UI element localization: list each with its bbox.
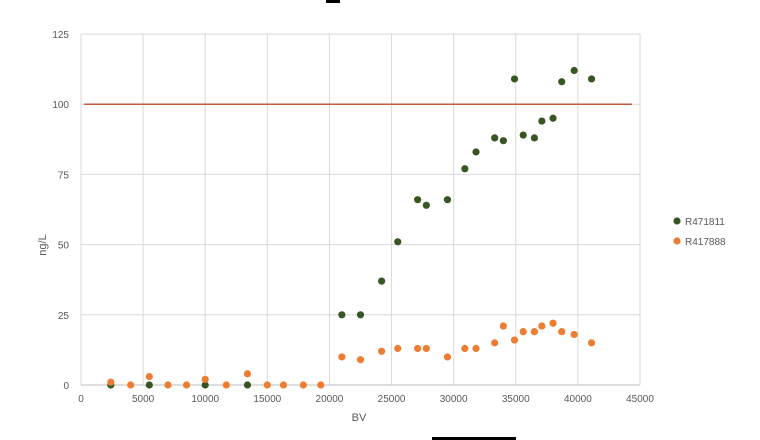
data-point bbox=[127, 381, 135, 389]
data-point bbox=[182, 381, 191, 389]
data-point bbox=[263, 381, 271, 389]
data-point bbox=[461, 165, 469, 173]
data-point bbox=[201, 375, 209, 383]
data-point bbox=[519, 328, 527, 336]
y-axis-label: ng/L bbox=[37, 234, 49, 255]
series-R417888 bbox=[107, 319, 596, 389]
data-point bbox=[549, 114, 557, 122]
data-point bbox=[443, 353, 452, 361]
data-point bbox=[243, 370, 252, 378]
y-tick-label: 25 bbox=[58, 311, 70, 322]
gridlines bbox=[80, 33, 641, 386]
y-tick-label: 0 bbox=[63, 381, 69, 392]
data-point bbox=[499, 137, 507, 145]
data-point bbox=[414, 196, 422, 204]
x-tick-label: 20000 bbox=[316, 394, 344, 405]
data-point bbox=[414, 344, 422, 353]
data-point bbox=[279, 381, 288, 389]
data-point bbox=[549, 319, 557, 327]
x-tick-label: 15000 bbox=[253, 394, 281, 405]
data-point bbox=[317, 381, 325, 389]
data-point bbox=[356, 356, 365, 364]
y-tick-label: 75 bbox=[58, 170, 70, 181]
bottom-edge-mark bbox=[432, 437, 516, 440]
data-point bbox=[587, 339, 596, 347]
y-tick-label: 125 bbox=[52, 30, 69, 41]
x-tick-label: 35000 bbox=[502, 394, 530, 405]
legend-label: R471811 bbox=[685, 217, 725, 228]
data-point bbox=[394, 344, 402, 353]
data-point bbox=[378, 347, 386, 355]
x-tick-labels: 0 5000 10000 15000 20000 25000 30000 35000 40000… bbox=[78, 394, 654, 405]
x-tick-label: 40000 bbox=[564, 394, 592, 405]
data-point bbox=[243, 381, 252, 389]
x-tick-label: 10000 bbox=[191, 394, 219, 405]
data-point bbox=[491, 339, 499, 347]
legend-marker bbox=[673, 237, 681, 245]
y-tick-labels: 0 25 50 75 100 125 bbox=[52, 30, 69, 392]
y-tick-label: 100 bbox=[52, 100, 69, 111]
data-point bbox=[510, 75, 519, 83]
y-tick-label: 50 bbox=[58, 241, 70, 252]
x-tick-label: 30000 bbox=[440, 394, 468, 405]
data-point bbox=[570, 66, 578, 75]
data-point bbox=[222, 381, 230, 389]
data-point bbox=[107, 378, 115, 386]
data-point bbox=[587, 75, 596, 83]
data-point bbox=[299, 381, 307, 389]
data-point bbox=[538, 322, 546, 330]
data-point bbox=[338, 353, 346, 361]
data-point bbox=[472, 148, 480, 156]
legend: R471811 R417888 bbox=[673, 217, 726, 248]
data-point bbox=[499, 322, 507, 330]
series-R471811 bbox=[107, 66, 596, 389]
x-tick-label: 25000 bbox=[378, 394, 406, 405]
data-point bbox=[422, 344, 430, 353]
data-point bbox=[338, 311, 346, 319]
data-point bbox=[422, 201, 430, 209]
data-point bbox=[164, 381, 172, 389]
data-point bbox=[378, 277, 386, 285]
data-point bbox=[558, 328, 566, 336]
data-point bbox=[443, 196, 452, 204]
data-point bbox=[472, 344, 480, 353]
data-point bbox=[356, 311, 365, 319]
data-point bbox=[145, 381, 153, 389]
legend-label: R417888 bbox=[685, 237, 726, 248]
x-tick-label: 5000 bbox=[132, 394, 155, 405]
legend-marker bbox=[673, 217, 681, 225]
data-point bbox=[570, 330, 578, 339]
data-point bbox=[461, 344, 469, 353]
data-point bbox=[394, 238, 402, 246]
data-point bbox=[538, 117, 546, 125]
x-tick-label: 0 bbox=[78, 394, 84, 405]
data-points bbox=[107, 66, 596, 389]
x-axis-label: BV bbox=[352, 412, 367, 424]
top-edge-mark bbox=[326, 0, 340, 3]
data-point bbox=[519, 131, 527, 139]
data-point bbox=[145, 372, 153, 381]
data-point bbox=[530, 134, 539, 142]
data-point bbox=[491, 134, 499, 142]
data-point bbox=[558, 78, 566, 86]
x-tick-label: 45000 bbox=[626, 394, 654, 405]
data-point bbox=[530, 328, 539, 336]
data-point bbox=[510, 336, 519, 344]
data-point bbox=[201, 381, 209, 389]
